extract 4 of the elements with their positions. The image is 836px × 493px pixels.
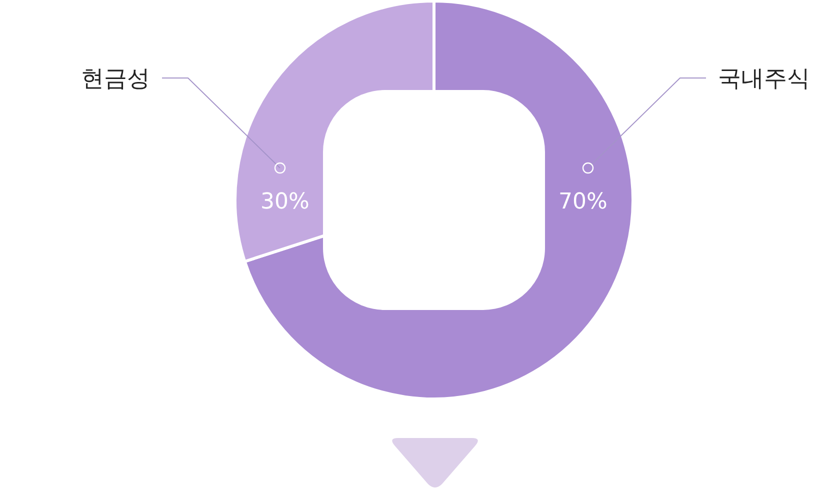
data-label: 30% (260, 190, 310, 215)
data-label: 70% (558, 190, 608, 215)
slice-label: 현금성 (81, 66, 150, 92)
slice-label: 국내주식 (718, 66, 810, 92)
